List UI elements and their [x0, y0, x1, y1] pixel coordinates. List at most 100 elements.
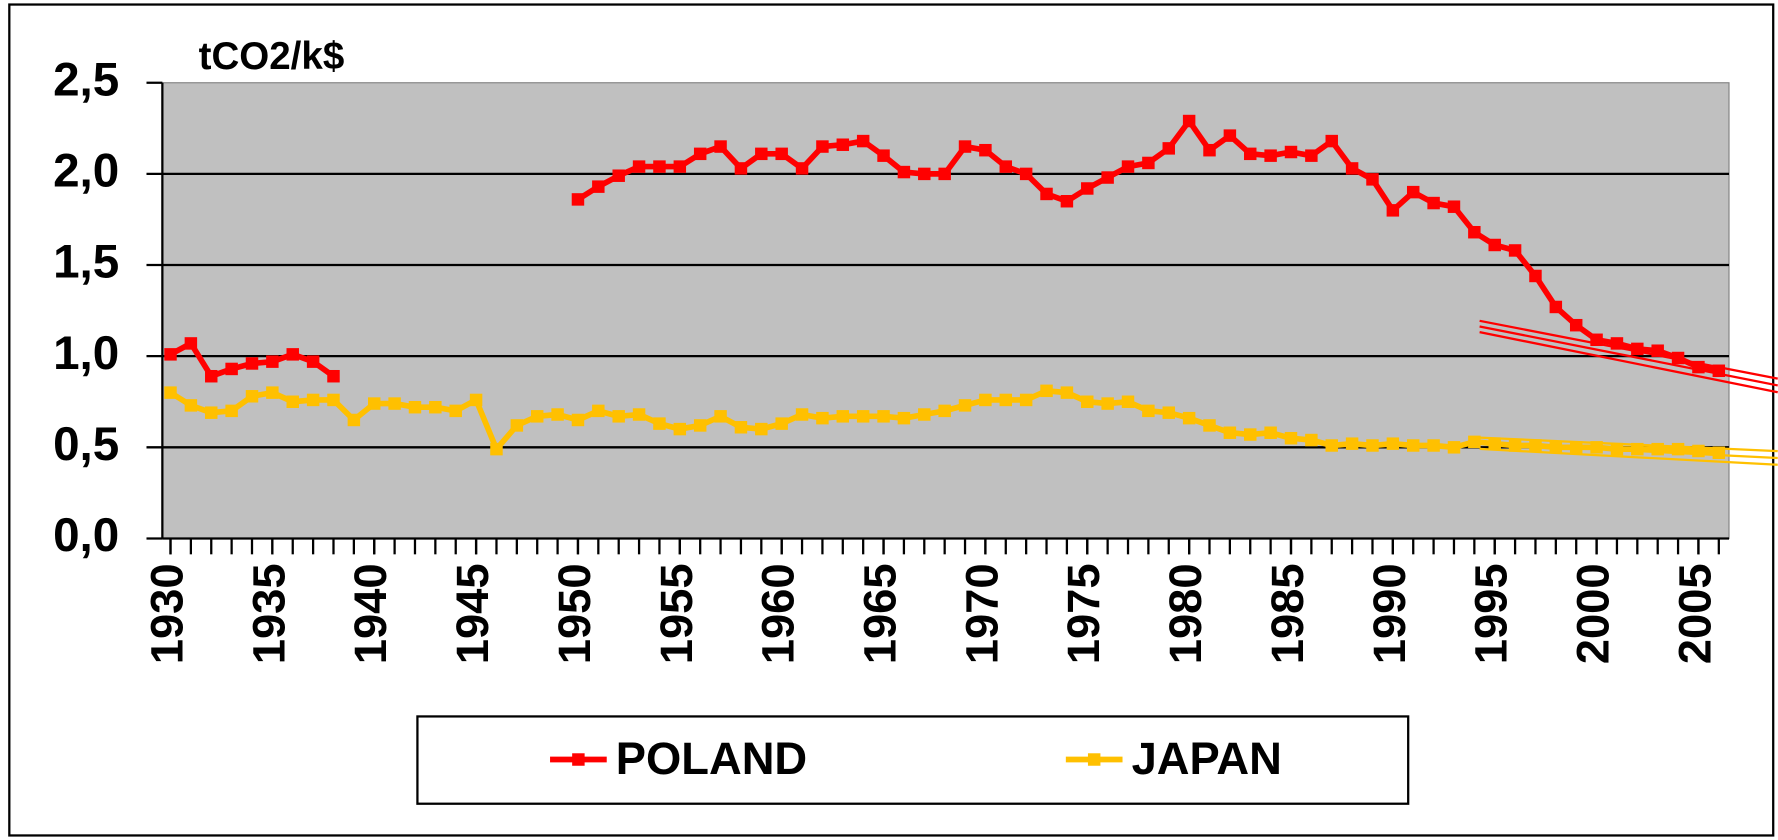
- point: [367, 397, 381, 410]
- point: [816, 140, 829, 153]
- point: [1182, 114, 1196, 128]
- x-tick-label: 1940: [345, 563, 396, 664]
- point: [877, 410, 890, 423]
- x-tick-label: 1930: [141, 563, 192, 664]
- point: [1182, 411, 1196, 425]
- point: [1671, 351, 1685, 365]
- point: [1692, 444, 1705, 458]
- point: [897, 165, 911, 179]
- point: [1101, 397, 1114, 410]
- point: [693, 419, 707, 432]
- point: [632, 160, 646, 173]
- legend-label: POLAND: [616, 733, 807, 784]
- point: [795, 408, 809, 421]
- point: [693, 147, 707, 161]
- point: [1345, 437, 1359, 450]
- point: [816, 411, 829, 425]
- point: [836, 410, 850, 423]
- point: [245, 390, 259, 403]
- x-tick-label: 1980: [1160, 563, 1211, 664]
- point: [1305, 433, 1318, 447]
- point: [1569, 318, 1583, 332]
- point: [1121, 160, 1135, 173]
- point: [1121, 395, 1135, 408]
- point: [306, 355, 320, 368]
- point: [1162, 406, 1175, 419]
- point: [327, 369, 340, 383]
- point: [1692, 360, 1705, 374]
- point: [612, 410, 625, 423]
- point: [1264, 149, 1277, 162]
- point: [1345, 162, 1359, 175]
- y-tick-label: 0,5: [53, 418, 119, 471]
- x-tick-label: 1955: [651, 563, 702, 664]
- point: [1488, 437, 1501, 450]
- point: [1631, 342, 1644, 356]
- point: [979, 143, 992, 157]
- point: [1223, 129, 1237, 142]
- point: [1569, 441, 1583, 454]
- point: [1244, 428, 1257, 441]
- point: [266, 386, 279, 399]
- point: [653, 417, 666, 430]
- point: [1590, 441, 1603, 454]
- point: [164, 348, 177, 361]
- point: [755, 147, 768, 161]
- point: [1081, 182, 1094, 195]
- point: [795, 162, 809, 175]
- point: [551, 408, 564, 421]
- point: [245, 357, 259, 370]
- point: [286, 348, 299, 361]
- point: [1060, 386, 1074, 399]
- point: [266, 355, 279, 368]
- point: [530, 410, 544, 423]
- point: [877, 149, 890, 162]
- point: [592, 180, 605, 193]
- point: [1712, 446, 1726, 460]
- point: [1142, 404, 1155, 418]
- x-tick-label: 1945: [447, 563, 498, 664]
- point: [1284, 145, 1298, 159]
- point: [1142, 156, 1155, 170]
- point: [1712, 364, 1726, 377]
- point: [632, 408, 646, 421]
- x-tick-label: 1935: [243, 563, 294, 664]
- point: [1264, 426, 1277, 439]
- point: [999, 393, 1013, 407]
- x-tick-label: 1970: [956, 563, 1007, 664]
- point: [979, 393, 992, 407]
- point: [571, 413, 585, 427]
- y-tick-label: 1,0: [53, 327, 119, 380]
- point: [205, 406, 218, 419]
- point: [1651, 442, 1664, 456]
- point: [1284, 431, 1298, 445]
- point: [1040, 384, 1053, 398]
- point: [1325, 134, 1338, 148]
- point: [673, 160, 687, 173]
- point: [958, 399, 972, 412]
- point: [1427, 439, 1440, 452]
- point: [225, 362, 238, 376]
- point: [1610, 442, 1624, 456]
- plot-area: [161, 82, 1730, 540]
- point: [1406, 439, 1420, 452]
- point: [856, 134, 870, 148]
- point: [571, 193, 585, 206]
- point: [1060, 195, 1074, 208]
- point: [1101, 171, 1114, 184]
- point: [1549, 441, 1563, 454]
- point: [164, 386, 177, 399]
- point: [714, 140, 727, 153]
- point: [1223, 426, 1237, 439]
- point: [469, 393, 483, 407]
- legend-marker: [1087, 753, 1101, 766]
- point: [225, 404, 238, 418]
- point: [938, 167, 951, 181]
- point: [1203, 419, 1216, 432]
- point: [1529, 439, 1542, 452]
- point: [1427, 196, 1440, 210]
- point: [856, 410, 870, 423]
- point: [1610, 337, 1624, 350]
- point: [1549, 300, 1563, 314]
- y-tick-label: 0,0: [53, 509, 119, 562]
